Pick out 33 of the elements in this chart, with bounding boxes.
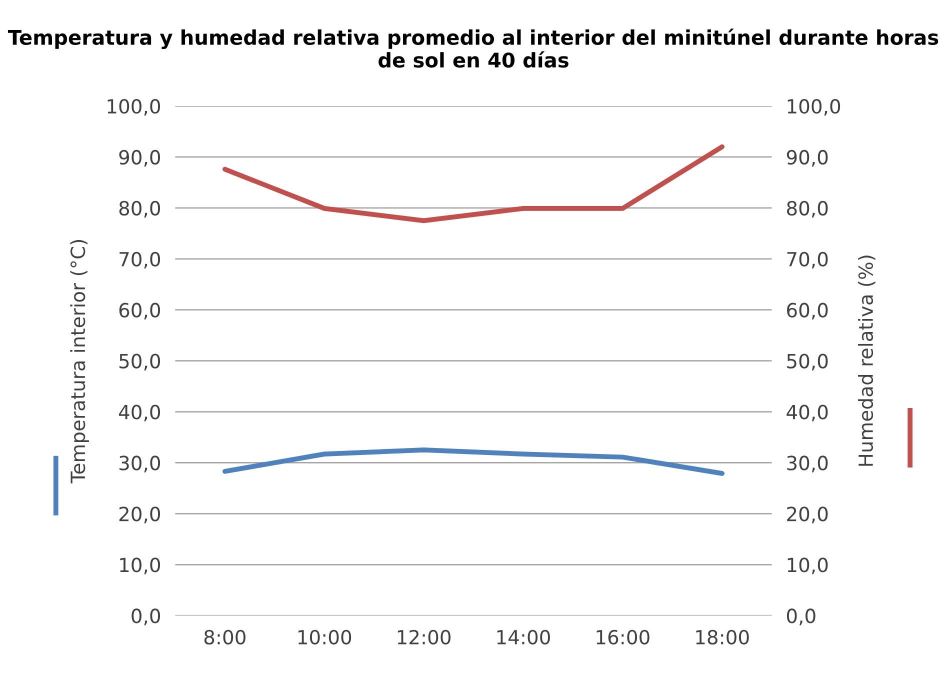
line-series — [222, 144, 725, 224]
y2-axis-title: Humedad relativa (%) — [858, 256, 876, 466]
y-tick-label: 70,0 — [120, 252, 160, 269]
y2-tick-label: 0,0 — [786, 608, 816, 626]
y2-tick-label: 10,0 — [788, 558, 828, 574]
y2-tick-label: 90,0 — [786, 150, 828, 167]
y-axis-title: Temperatura interior (°C) — [70, 240, 89, 484]
x-tick-label: 8:00 — [204, 630, 246, 645]
y-tick-label: 20,0 — [119, 506, 160, 524]
x-tick-label: 18:00 — [696, 630, 749, 645]
y2-tick-label: 100,0 — [788, 98, 840, 116]
y2-tick-label: 80,0 — [787, 200, 828, 218]
y2-tick-label: 40,0 — [786, 404, 828, 422]
y-tick-label: 10,0 — [120, 558, 160, 574]
y2-tick-label: 60,0 — [787, 302, 828, 320]
y-tick-label: 80,0 — [119, 200, 160, 218]
y-tick-label: 50,0 — [120, 354, 160, 370]
y-tick-label: 0,0 — [132, 608, 160, 626]
x-tick-label: 12:00 — [398, 630, 451, 645]
line-series — [222, 448, 725, 476]
y2-tick-label: 30,0 — [787, 456, 828, 472]
chart-title: Temperatura y humedad relativa promedio al interior del minitúnel durante horas de sol en 40 días — [8, 28, 938, 68]
y2-tick-label: 50,0 — [787, 354, 828, 370]
y-tick-label: 90,0 — [119, 150, 160, 167]
y-tick-label: 60,0 — [119, 302, 160, 320]
x-tick-label: 10:00 — [298, 630, 352, 645]
y-tick-label: 100,0 — [108, 98, 160, 116]
y2-tick-label: 20,0 — [787, 506, 828, 524]
y2-tick-label: 70,0 — [787, 252, 828, 269]
y-tick-label: 30,0 — [119, 456, 160, 472]
x-tick-label: 14:00 — [497, 630, 550, 645]
y-tick-label: 40,0 — [118, 404, 160, 422]
x-tick-label: 16:00 — [596, 630, 650, 645]
